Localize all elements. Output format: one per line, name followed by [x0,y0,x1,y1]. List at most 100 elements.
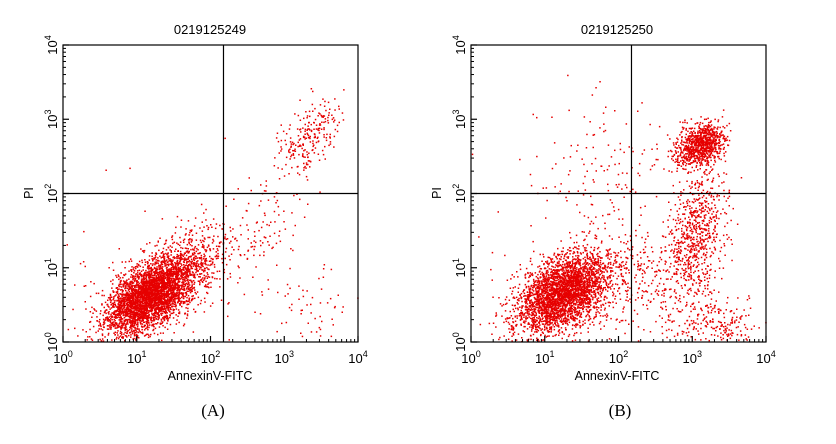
scatter-point [175,278,178,280]
scatter-point [112,323,114,325]
scatter-point [546,287,549,289]
scatter-point [113,313,115,315]
scatter-point [174,285,177,288]
scatter-point [181,293,183,295]
scatter-point [89,321,91,323]
scatter-point [549,327,552,330]
scatter-point [133,333,136,336]
scatter-point [187,267,189,270]
scatter-point [247,238,249,240]
scatter-point [278,152,280,154]
scatter-point [119,322,121,324]
scatter-point [117,330,119,332]
scatter-point [204,238,206,240]
scatter-point [328,114,330,116]
scatter-point [279,240,282,243]
scatter-point [148,276,150,279]
scatter-point [310,88,313,90]
scatter-point [226,278,229,280]
scatter-point [175,248,177,250]
scatter-point [155,277,158,280]
scatter-point [130,296,133,298]
scatter-point [308,136,310,139]
scatter-point [120,304,122,307]
scatter-point [159,265,161,267]
scatter-point [109,326,111,328]
scatter-point [166,261,169,264]
scatter-point [103,322,106,324]
scatter-point [124,329,126,331]
scatter-point [167,290,169,292]
scatter-point [186,271,188,273]
scatter-point [178,321,180,324]
scatter-point [561,265,563,268]
scatter-point [183,288,185,290]
scatter-point [183,264,185,266]
scatter-point [125,335,128,337]
scatter-point [168,299,170,301]
scatter-point [166,316,169,319]
scatter-point [318,127,321,130]
scatter-point [136,281,138,284]
scatter-point [179,291,181,294]
scatter-point [179,252,182,255]
scatter-point [110,322,112,324]
scatter-point [153,274,156,277]
scatter-point [126,279,128,281]
scatter-point [143,276,145,278]
scatter-point [175,294,177,296]
scatter-point [201,263,203,265]
scatter-point [317,153,320,155]
scatter-point [135,267,137,270]
scatter-point [313,152,316,154]
scatter-point [151,298,154,300]
scatter-point [147,283,149,285]
scatter-point [146,319,149,321]
scatter-point [120,272,122,274]
scatter-point [145,285,147,288]
scatter-point [155,311,157,314]
scatter-point [131,313,133,315]
scatter-point [143,297,146,299]
scatter-point [151,282,153,284]
scatter-point [143,249,146,252]
scatter-point [172,309,175,312]
scatter-point [129,304,131,306]
scatter-point [134,284,137,287]
scatter-point [97,292,100,295]
scatter-point [229,276,232,278]
scatter-point [582,303,584,305]
scatter-point [148,273,151,275]
scatter-point [236,239,238,242]
scatter-point [312,145,314,148]
scatter-point [206,246,209,249]
scatter-point [324,100,326,103]
scatter-point [119,330,122,333]
scatter-point [300,131,302,133]
scatter-point [153,312,155,315]
scatter-point [176,273,179,275]
scatter-point [200,259,203,261]
scatter-point [95,310,98,312]
scatter-point [187,220,190,222]
scatter-point [576,267,578,269]
scatter-point [189,239,191,241]
scatter-point [137,317,140,319]
scatter-point [299,128,302,130]
scatter-point [164,312,166,314]
scatter-point [156,279,159,281]
scatter-point [159,301,161,303]
scatter-point [275,202,277,204]
scatter-point [302,127,304,129]
scatter-point [177,287,179,290]
scatter-point [130,297,132,299]
scatter-point [297,172,299,174]
scatter-point [184,247,187,249]
scatter-point [292,149,294,152]
scatter-point [306,290,308,292]
scatter-point [305,111,307,113]
scatter-point [161,312,164,315]
scatter-point [127,323,129,325]
scatter-point [205,284,207,286]
scatter-point [148,304,150,307]
